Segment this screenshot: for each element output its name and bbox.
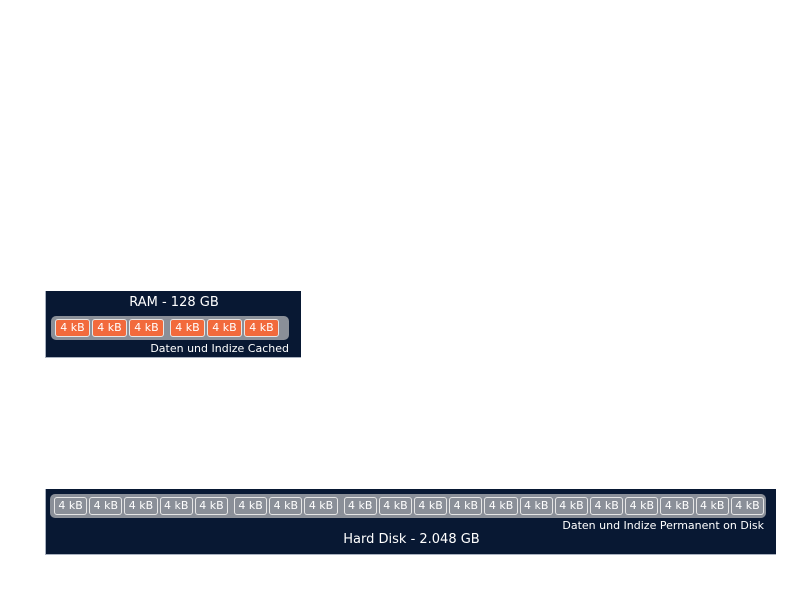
ram-block: 4 kB xyxy=(207,319,242,337)
ram-caption: Daten und Indize Cached xyxy=(150,342,289,355)
ram-block-tray: 4 kB 4 kB 4 kB 4 kB 4 kB 4 kB xyxy=(51,316,289,340)
disk-block: 4 kB xyxy=(194,497,229,515)
disk-block: 4 kB xyxy=(695,497,729,515)
disk-block: 4 kB xyxy=(304,497,338,515)
ram-panel: RAM - 128 GB 4 kB 4 kB 4 kB 4 kB 4 kB 4 … xyxy=(45,291,301,358)
ram-title: RAM - 128 GB xyxy=(129,295,219,310)
ram-block: 4 kB xyxy=(92,319,127,337)
disk-block: 4 kB xyxy=(484,497,518,515)
disk-block: 4 kB xyxy=(54,497,88,515)
disk-block: 4 kB xyxy=(234,497,268,515)
disk-block: 4 kB xyxy=(269,497,303,515)
disk-block: 4 kB xyxy=(159,497,193,515)
disk-block-tray: 4 kB 4 kB 4 kB 4 kB 4 kB 4 kB 4 kB 4 kB … xyxy=(50,494,766,518)
disk-block: 4 kB xyxy=(89,497,123,515)
disk-block: 4 kB xyxy=(343,497,377,515)
disk-block: 4 kB xyxy=(378,497,413,515)
disk-block: 4 kB xyxy=(590,497,624,515)
disk-block: 4 kB xyxy=(124,497,158,515)
ram-block: 4 kB xyxy=(55,319,90,337)
disk-panel: 4 kB 4 kB 4 kB 4 kB 4 kB 4 kB 4 kB 4 kB … xyxy=(45,489,776,555)
ram-block: 4 kB xyxy=(170,319,205,337)
disk-caption: Daten und Indize Permanent on Disk xyxy=(562,519,764,532)
disk-title: Hard Disk - 2.048 GB xyxy=(343,532,480,547)
disk-block: 4 kB xyxy=(730,497,765,515)
disk-block: 4 kB xyxy=(414,497,448,515)
ram-block: 4 kB xyxy=(244,319,279,337)
disk-block: 4 kB xyxy=(554,497,589,515)
ram-block: 4 kB xyxy=(129,319,164,337)
disk-block: 4 kB xyxy=(449,497,483,515)
disk-block: 4 kB xyxy=(519,497,553,515)
disk-block: 4 kB xyxy=(625,497,659,515)
disk-block: 4 kB xyxy=(660,497,694,515)
